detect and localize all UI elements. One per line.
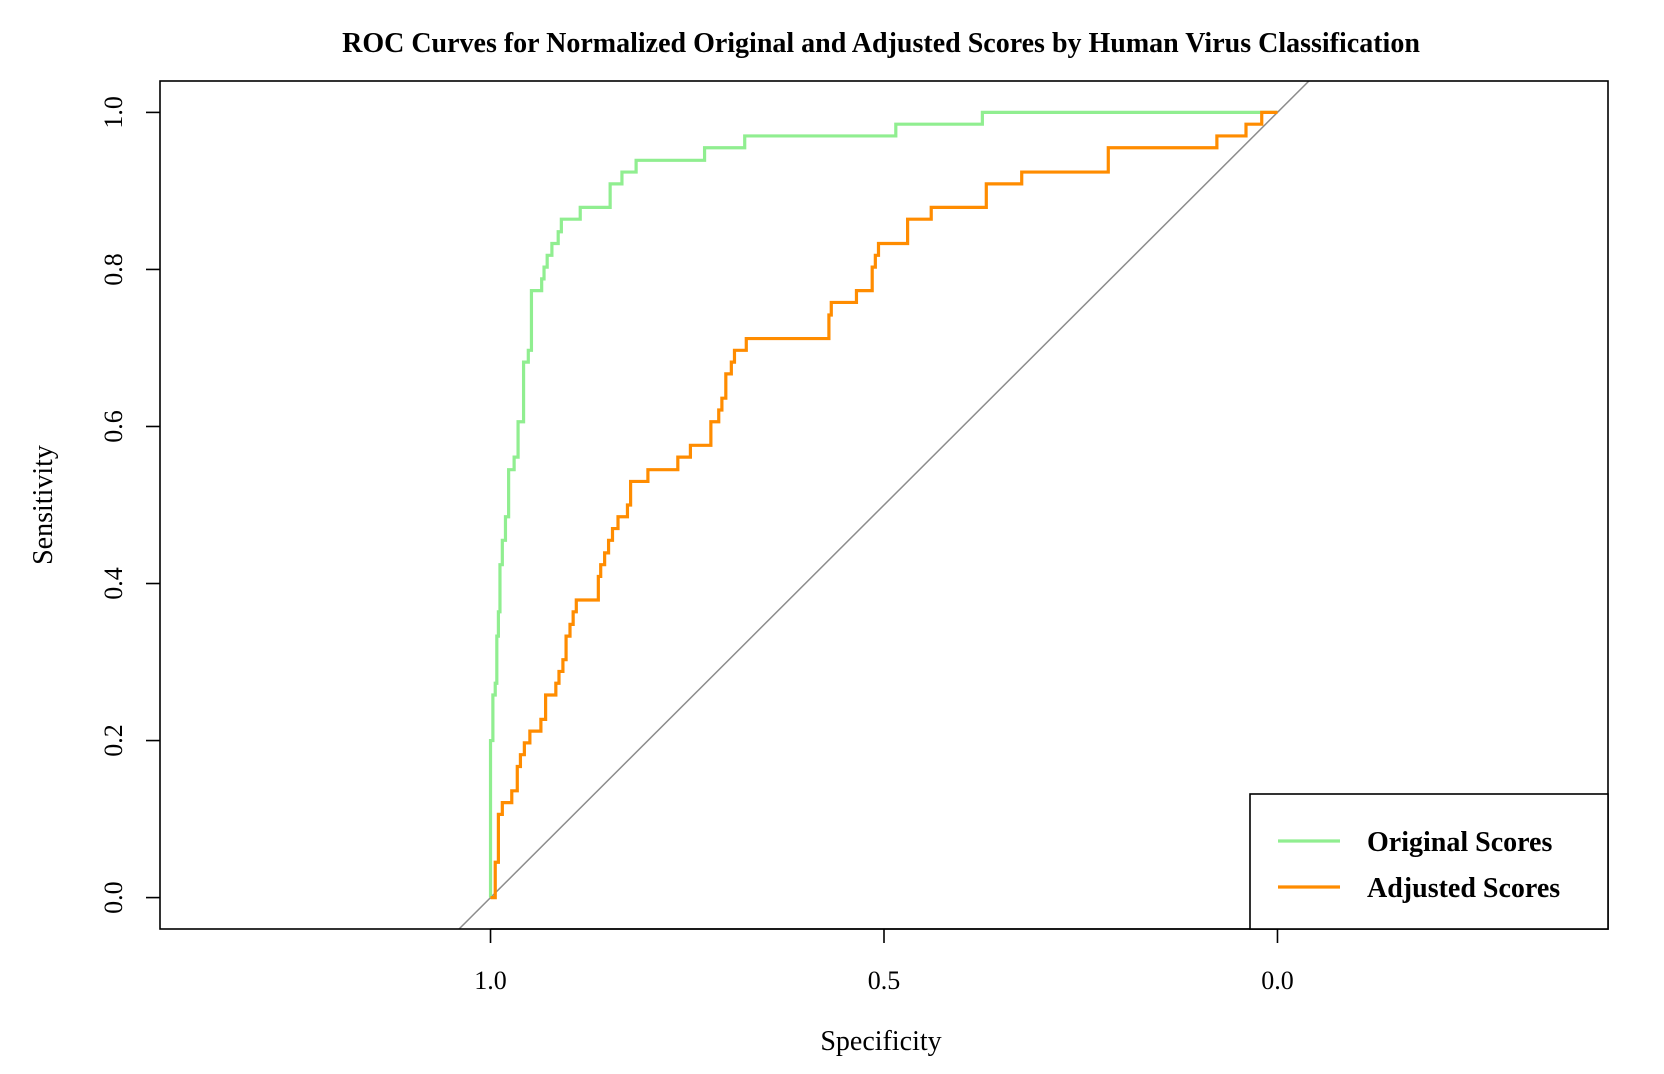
y-tick-label: 0.8: [99, 253, 128, 286]
y-axis-label: Sensitivity: [28, 445, 59, 565]
axes: 1.0 0.5 0.0 0.0 0.2 0.4 0.6 0.8 1.0: [99, 80, 1609, 995]
y-tick-label: 0.6: [99, 410, 128, 443]
x-tick-label: 0.0: [1261, 966, 1294, 995]
plot-area: [458, 81, 1310, 929]
y-tick-label: 0.2: [99, 724, 128, 757]
x-axis-label: Specificity: [820, 1026, 941, 1057]
y-tick-label: 0.4: [99, 567, 128, 600]
reference-diagonal-line: [458, 81, 1310, 929]
series-line-original-scores: [488, 110, 1278, 898]
y-tick-label: 1.0: [99, 96, 128, 129]
x-tick-label: 1.0: [474, 966, 507, 995]
legend-box: [1249, 793, 1609, 930]
y-tick-label: 0.0: [99, 881, 128, 914]
series-line-adjusted-scores: [490, 110, 1278, 900]
x-tick-label: 0.5: [868, 966, 901, 995]
chart-title: ROC Curves for Normalized Original and A…: [342, 28, 1420, 59]
legend: Original Scores Adjusted Scores: [1249, 793, 1609, 930]
legend-label: Adjusted Scores: [1367, 873, 1560, 904]
legend-label: Original Scores: [1367, 827, 1552, 858]
